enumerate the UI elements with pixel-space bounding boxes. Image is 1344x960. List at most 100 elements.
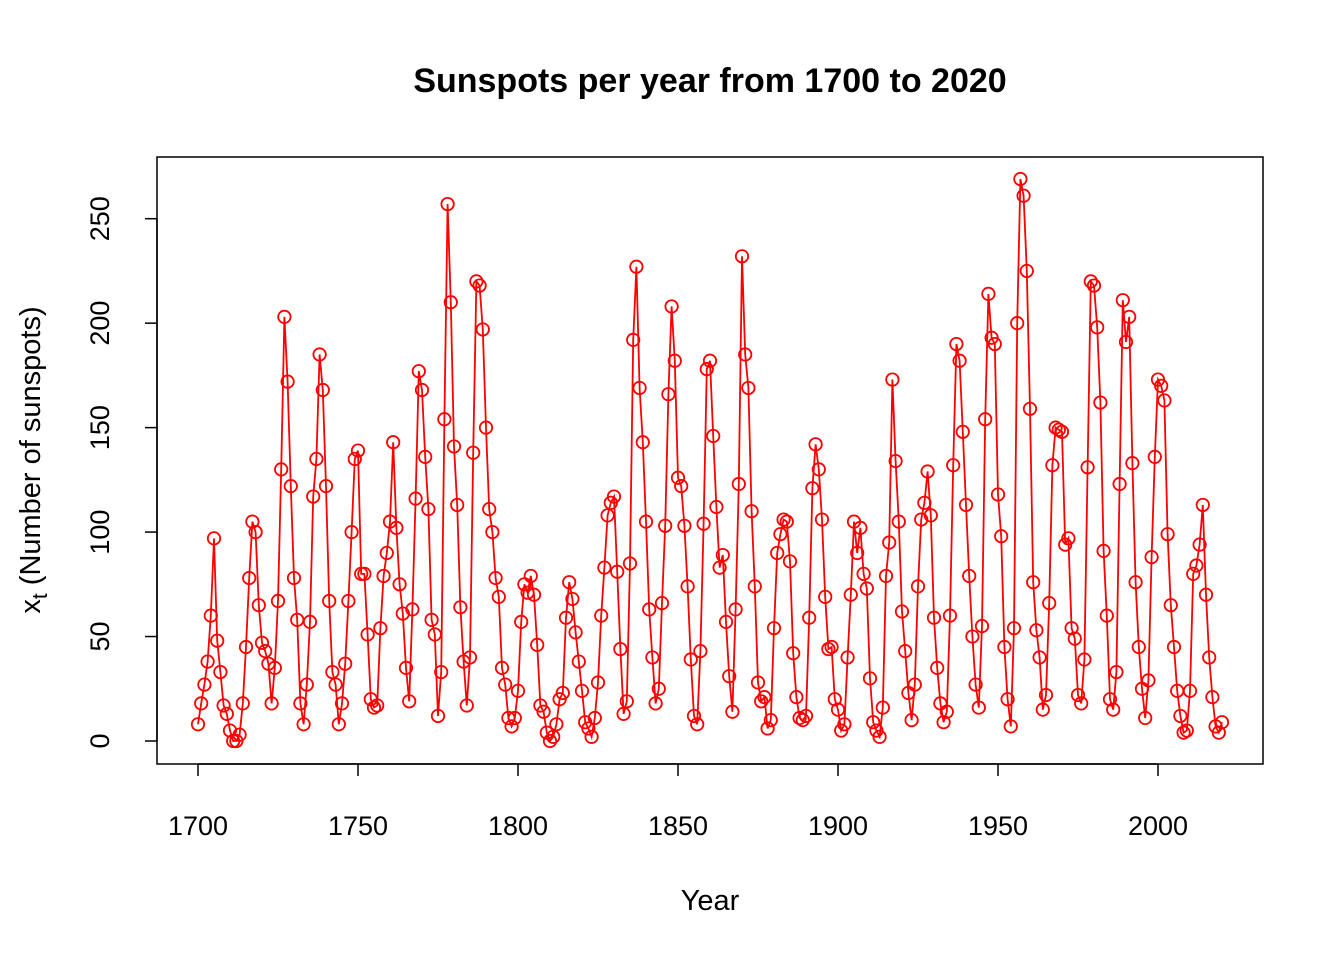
data-point [891,514,906,529]
data-point [1189,558,1204,573]
x-tick-label: 1750 [328,811,388,841]
data-point [1182,683,1198,698]
x-axis-title: Year [681,885,740,917]
x-tick-label: 1700 [168,811,228,841]
data-point [949,336,964,352]
data-point [392,577,407,592]
data-point [1141,673,1156,688]
data-point [472,278,487,293]
data-point [197,677,212,692]
data-point [894,604,910,619]
data-point [274,462,289,477]
data-point [786,646,801,661]
y-tick-label: 100 [85,510,115,555]
data-point [1016,188,1031,203]
data-point [821,641,836,657]
data-point [437,412,452,427]
data-point [562,575,577,590]
data-point [1010,316,1025,331]
data-point [478,420,494,435]
data-point [754,694,769,709]
data-point [357,566,372,581]
data-point [491,589,506,604]
data-point [859,581,874,596]
data-point [616,706,631,721]
y-axis: 0 50 100 150 200 250 [85,196,158,749]
data-point [376,568,391,584]
data-point [981,286,996,302]
data-point [504,719,519,734]
data-point [702,353,718,368]
data-point [510,683,526,698]
y-tick-label: 250 [85,196,115,241]
data-point [459,698,474,713]
data-point [1205,690,1220,705]
data-point [398,660,414,675]
data-point [648,696,663,711]
data-point [373,621,388,636]
y-axis-title-text: (Number of sunspots) [15,306,47,593]
data-point [856,566,871,581]
data-point [440,196,455,212]
y-axis-title: xt (Number of sunspots) [15,306,52,613]
data-point [667,353,682,368]
data-point [747,579,762,594]
data-point [965,629,980,644]
data-point [1067,631,1082,646]
data-point [434,664,449,680]
data-point [766,621,782,636]
data-point [405,602,420,617]
data-point [898,644,913,659]
data-point [194,696,209,711]
chart-title: Sunspots per year from 1700 to 2020 [413,62,1006,100]
data-point [334,696,350,711]
data-point [1157,393,1172,408]
data-point [1131,639,1146,655]
data-point [514,614,529,630]
data-point [1038,687,1054,703]
data-point [411,364,426,379]
data-point [574,683,590,698]
data-point [888,453,903,469]
data-point [805,481,820,496]
data-point [1090,320,1105,335]
data-point [840,650,855,665]
data-point [802,610,817,625]
data-point [581,721,596,736]
data-point [549,717,564,732]
data-point [475,322,490,337]
data-point [958,497,974,513]
data-point [379,545,394,561]
data-point [632,380,647,396]
data-point [590,675,606,690]
data-point [904,713,919,728]
data-point [811,462,826,477]
data-point [619,694,634,709]
data-point [1061,531,1076,546]
data-point [843,587,858,602]
data-point [264,696,279,711]
data-point [1000,692,1015,707]
data-point [1202,650,1217,665]
data-point [962,568,977,584]
data-point [414,382,430,398]
data-point [696,516,711,531]
data-point [450,497,465,513]
data-point [370,698,385,713]
data-point [318,479,334,494]
data-point [213,664,228,680]
data-point [283,479,298,494]
data-point [715,547,730,563]
data-point [680,579,695,594]
data-point [587,710,602,726]
x-tick-label: 2000 [1128,811,1188,841]
data-point [312,347,327,362]
data-point [219,706,234,721]
data-point [280,374,295,389]
data-point [917,495,932,510]
x-axis: 1700 1750 1800 1850 1900 1950 2000 [168,763,1188,841]
data-point [190,717,206,732]
data-point [952,353,967,368]
data-point [738,347,753,362]
data-point [1029,623,1044,638]
